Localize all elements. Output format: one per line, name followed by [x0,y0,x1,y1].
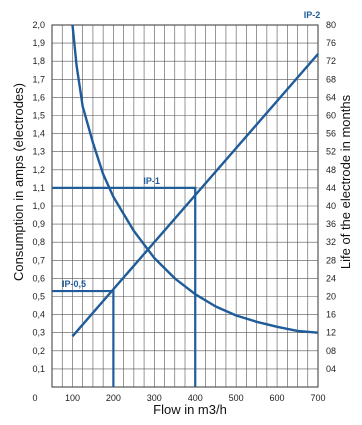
annotations: IP-0,5 IP-1 IP-2 [52,10,320,387]
y-right-tick-label: 28 [326,255,336,265]
y-right-tick-label: 32 [326,237,336,247]
y-right-tick-label: 36 [326,219,336,229]
x-tick-label: 200 [106,393,121,403]
y-right-tick-label: 48 [326,165,336,175]
tick-labels: 0,1 0,2 0,3 0,4 0,5 0,6 0,7 0,8 0,9 1,0 1,1 1,2 1,3 1… [32,20,336,403]
reference-line [52,186,197,387]
y-right-tick-label: 64 [326,92,336,102]
y-right-tick-label: 12 [326,328,336,338]
reference-line [52,289,115,387]
y-right-tick-label: 68 [326,74,336,84]
y-right-tick-label: 60 [326,111,336,121]
y-left-tick-label: 2,0 [32,20,45,30]
y-right-tick-label: 24 [326,273,336,283]
y-left-tick-label: 1,0 [32,201,45,211]
x-tick-label: 400 [188,393,203,403]
annotation-label: IP-1 [143,176,160,186]
y-left-tick-label: 1,9 [32,38,45,48]
x-tick-label: 600 [270,393,285,403]
x-tick-label: 300 [147,393,162,403]
y-left-tick-label: 0,4 [32,310,45,320]
y-left-tick-label: 0,9 [32,219,45,229]
y-right-tick-label: 72 [326,56,336,66]
x-tick-label: 500 [229,393,244,403]
y-left-tick-label: 0,8 [32,237,45,247]
y-right-tick-label: 44 [326,183,336,193]
y-right-tick-label: 16 [326,310,336,320]
y-left-tick-label: 1,4 [32,129,45,139]
y-right-tick-label: 40 [326,201,336,211]
y-left-tick-label: 0,3 [32,328,45,338]
y-left-tick-label: 1,3 [32,147,45,157]
annotation-label: IP-2 [304,10,321,20]
series-electrode-life-line [71,24,319,334]
y-right-tick-label: 08 [326,346,336,356]
x-axis-title: Flow in m3/h [153,402,227,417]
y-left-tick-label: 0,6 [32,273,45,283]
y-left-tick-label: 0,7 [32,255,45,265]
y-left-tick-label: 1,6 [32,92,45,102]
y-right-tick-label: 56 [326,129,336,139]
y-axis-left-title: Consumption in amps (electrodes) [11,83,26,281]
y-left-tick-label: 0,5 [32,292,45,302]
y-right-tick-label: 52 [326,147,336,157]
y-left-tick-label: 0,1 [32,364,45,374]
y-left-tick-label: 1,2 [32,165,45,175]
y-right-tick-label: 80 [326,20,336,30]
annotation-label: IP-0,5 [62,279,86,289]
x-tick-label: 700 [310,393,325,403]
y-left-tick-label: 1,1 [32,183,45,193]
y-left-tick-label: 1,7 [32,74,45,84]
y-axis-right-title: Life of the electrode in months [338,94,353,269]
grid [51,24,319,388]
y-left-tick-label: 1,8 [32,56,45,66]
y-left-tick-label: 1,5 [32,111,45,121]
y-right-tick-label: 20 [326,292,336,302]
y-right-tick-label: 76 [326,38,336,48]
x-tick-label: 100 [65,393,80,403]
x-tick-label: 0 [32,393,37,403]
y-left-tick-label: 0,2 [32,346,45,356]
y-right-tick-label: 04 [326,364,336,374]
